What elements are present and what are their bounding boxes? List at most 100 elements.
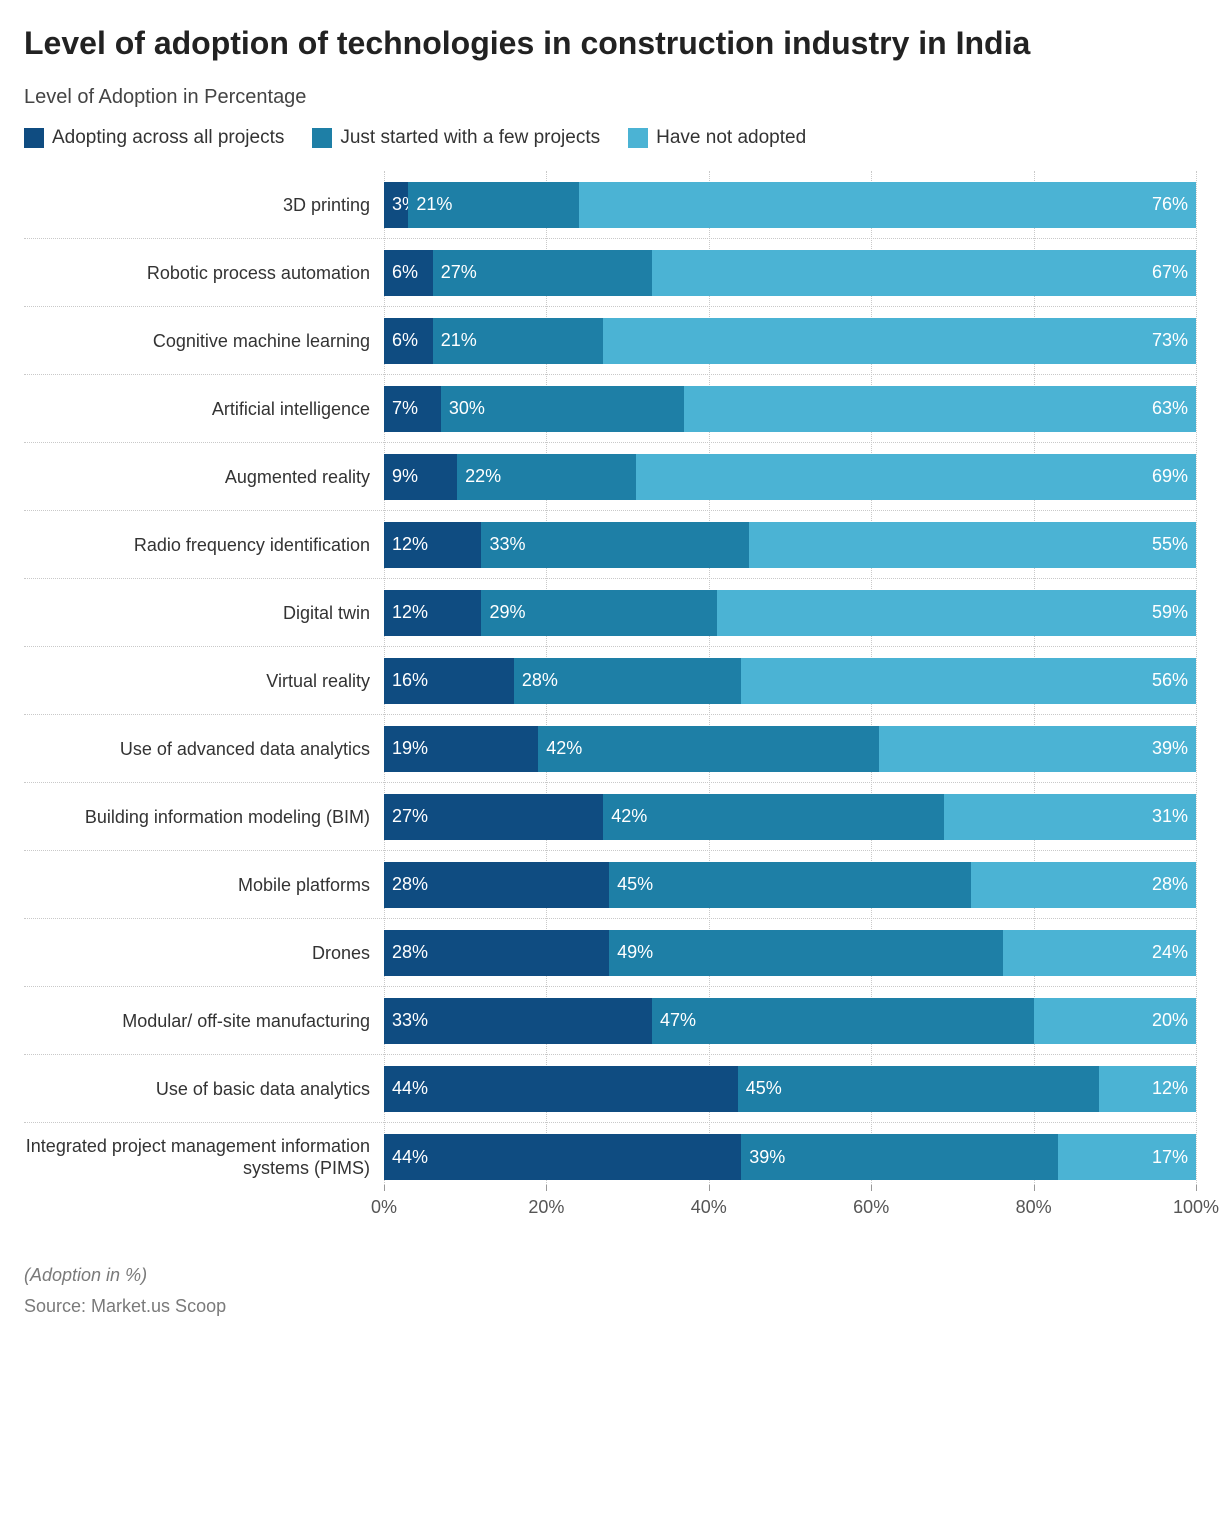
- legend: Adopting across all projects Just started…: [24, 127, 1196, 149]
- row-label: Use of advanced data analytics: [24, 738, 384, 761]
- bar-segment: 21%: [433, 318, 604, 364]
- segment-value: 59%: [1152, 602, 1188, 623]
- row-label: Integrated project management informatio…: [24, 1135, 384, 1180]
- tick-mark: [1034, 1185, 1035, 1191]
- bar-row: Mobile platforms 28% 45% 28%: [24, 851, 1196, 919]
- segment-value: 22%: [465, 466, 501, 487]
- bar-row: Digital twin12%29%59%: [24, 579, 1196, 647]
- right-edge-marker: [1194, 862, 1196, 908]
- segment-value: 45%: [746, 1078, 782, 1099]
- bar-track: 16% 28% 56%: [384, 658, 1196, 704]
- bar-track: 12%29%59%: [384, 590, 1196, 636]
- segment-value: 12%: [1152, 1078, 1188, 1099]
- bar-segment: 49%: [609, 930, 1003, 976]
- right-edge-marker: [1194, 930, 1196, 976]
- bar-segment: 22%: [457, 454, 636, 500]
- row-label: Mobile platforms: [24, 874, 384, 897]
- segment-value: 6%: [392, 262, 418, 283]
- segment-value: 45%: [617, 874, 653, 895]
- segment-value: 42%: [546, 738, 582, 759]
- legend-item: Adopting across all projects: [24, 127, 284, 149]
- segment-value: 19%: [392, 738, 428, 759]
- bar-row: Artificial intelligence7%30%63%: [24, 375, 1196, 443]
- bar-track: 28% 45% 28%: [384, 862, 1196, 908]
- bar-segment: 29%: [481, 590, 716, 636]
- bar-segment: 21%: [408, 182, 579, 228]
- bar-segment: 44%: [384, 1134, 741, 1180]
- bar-row: Cognitive machine learning6%21%73%: [24, 307, 1196, 375]
- right-edge-marker: [1194, 726, 1196, 772]
- bar-segment: 45%: [738, 1066, 1100, 1112]
- segment-value: 30%: [449, 398, 485, 419]
- right-edge-marker: [1194, 1134, 1196, 1180]
- legend-item: Just started with a few projects: [312, 127, 600, 149]
- x-axis: 0%20%40%60%80%100%: [24, 1191, 1196, 1225]
- chart-title: Level of adoption of technologies in con…: [24, 24, 1124, 62]
- tick-label: 0%: [371, 1197, 397, 1218]
- bar-segment: 19%: [384, 726, 538, 772]
- bar-track: 28% 49% 24%: [384, 930, 1196, 976]
- bar-row: Building information modeling (BIM)27%42…: [24, 783, 1196, 851]
- legend-swatch: [312, 128, 332, 148]
- tick-label: 60%: [853, 1197, 889, 1218]
- segment-value: 16%: [392, 670, 428, 691]
- bar-segment: 28%: [384, 930, 609, 976]
- segment-value: 56%: [1152, 670, 1188, 691]
- bar-track: 33%47%20%: [384, 998, 1196, 1044]
- bar-track: 44% 45% 12%: [384, 1066, 1196, 1112]
- segment-value: 20%: [1152, 1010, 1188, 1031]
- bar-segment: 69%: [636, 454, 1196, 500]
- bar-segment: 27%: [384, 794, 603, 840]
- bar-row: Virtual reality 16% 28% 56%: [24, 647, 1196, 715]
- segment-value: 28%: [392, 874, 428, 895]
- chart-area: 3D printing3%21%76%Robotic process autom…: [24, 171, 1196, 1191]
- bar-segment: 42%: [603, 794, 944, 840]
- bar-segment: 24%: [1003, 930, 1196, 976]
- segment-value: 33%: [392, 1010, 428, 1031]
- segment-value: 44%: [392, 1147, 428, 1168]
- segment-value: 21%: [416, 194, 452, 215]
- row-label: 3D printing: [24, 194, 384, 217]
- bar-segment: 73%: [603, 318, 1196, 364]
- bar-row: Augmented reality9%22%69%: [24, 443, 1196, 511]
- segment-value: 49%: [617, 942, 653, 963]
- right-edge-marker: [1194, 522, 1196, 568]
- segment-value: 28%: [522, 670, 558, 691]
- bar-segment: 9%: [384, 454, 457, 500]
- segment-value: 44%: [392, 1078, 428, 1099]
- tick-label: 40%: [691, 1197, 727, 1218]
- right-edge-marker: [1194, 250, 1196, 296]
- segment-value: 21%: [441, 330, 477, 351]
- legend-label: Adopting across all projects: [52, 127, 284, 149]
- tick-label: 80%: [1016, 1197, 1052, 1218]
- row-label: Radio frequency identification: [24, 534, 384, 557]
- bar-track: 12%33%55%: [384, 522, 1196, 568]
- bar-segment: 17%: [1058, 1134, 1196, 1180]
- tick-mark: [1196, 1185, 1197, 1191]
- segment-value: 76%: [1152, 194, 1188, 215]
- bar-segment: 45%: [609, 862, 971, 908]
- bar-row: Robotic process automation6%27%67%: [24, 239, 1196, 307]
- segment-value: 28%: [1152, 874, 1188, 895]
- bar-row: Use of basic data analytics44%45%12%: [24, 1055, 1196, 1123]
- row-label: Cognitive machine learning: [24, 330, 384, 353]
- bar-row: 3D printing3%21%76%: [24, 171, 1196, 239]
- bar-track: 9% 22% 69%: [384, 454, 1196, 500]
- bar-segment: 20%: [1034, 998, 1196, 1044]
- row-label: Virtual reality: [24, 670, 384, 693]
- tick-label: 20%: [528, 1197, 564, 1218]
- right-edge-marker: [1194, 590, 1196, 636]
- right-edge-marker: [1194, 794, 1196, 840]
- right-edge-marker: [1194, 182, 1196, 228]
- chart-subtitle: Level of Adoption in Percentage: [24, 86, 1196, 109]
- bar-segment: 27%: [433, 250, 652, 296]
- source: Source: Market.us Scoop: [24, 1296, 1196, 1317]
- right-edge-marker: [1194, 318, 1196, 364]
- segment-value: 33%: [489, 534, 525, 555]
- tick-label: 100%: [1173, 1197, 1219, 1218]
- bar-row: Drones28%49%24%: [24, 919, 1196, 987]
- bar-segment: 63%: [684, 386, 1196, 432]
- segment-value: 9%: [392, 466, 418, 487]
- bar-segment: 33%: [481, 522, 749, 568]
- segment-value: 17%: [1152, 1147, 1188, 1168]
